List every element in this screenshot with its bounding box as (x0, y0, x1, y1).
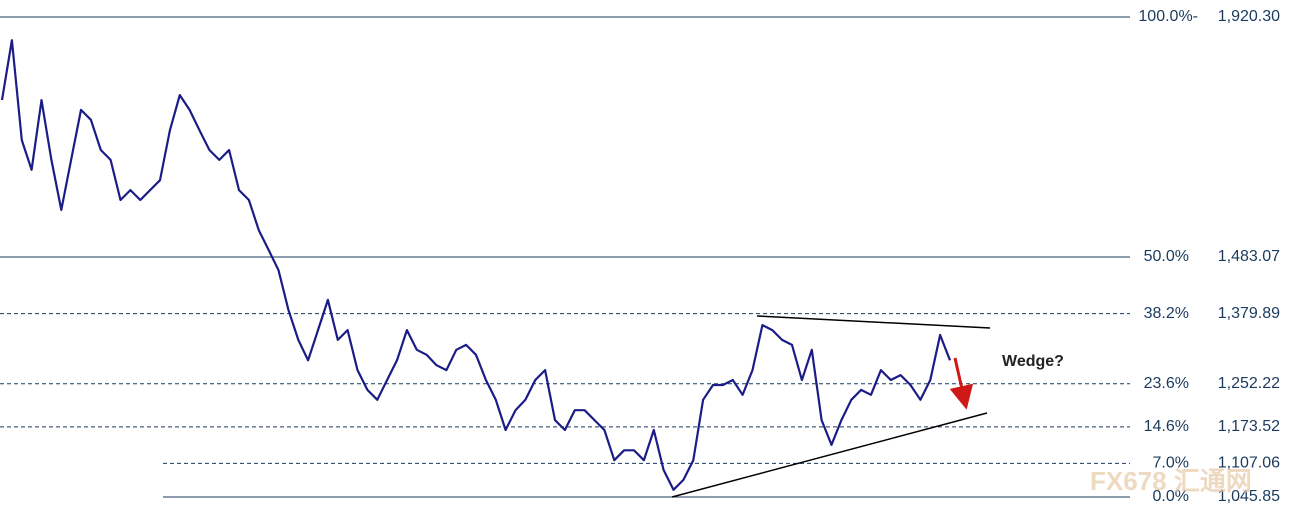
fib-price: 1,483.07 (1218, 248, 1280, 265)
fib-pct: 14.6% (1144, 418, 1189, 435)
arrow (949, 357, 974, 410)
fib-pct: 7.0% (1153, 455, 1189, 472)
watermark: FX678 汇通网 (1090, 466, 1252, 496)
fib-price: 1,920.30 (1218, 8, 1280, 25)
fib-price: 1,045.85 (1218, 488, 1280, 505)
fib-pct: 23.6% (1144, 375, 1189, 392)
fib-price: 1,252.22 (1218, 375, 1280, 392)
price-line (0, 39, 952, 491)
fib-price: 1,173.52 (1218, 418, 1280, 435)
fib-pct: 38.2% (1144, 305, 1189, 322)
annotation: Wedge? (1002, 353, 1064, 370)
wedge-lower (671, 412, 988, 498)
fib-price: 1,107.06 (1218, 455, 1280, 472)
wedge-upper (756, 315, 991, 329)
fib-pct: 100.0%- (1138, 8, 1198, 25)
fib-price: 1,379.89 (1218, 305, 1280, 322)
fib-pct: 0.0% (1153, 488, 1189, 505)
fib-pct: 50.0% (1144, 248, 1189, 265)
